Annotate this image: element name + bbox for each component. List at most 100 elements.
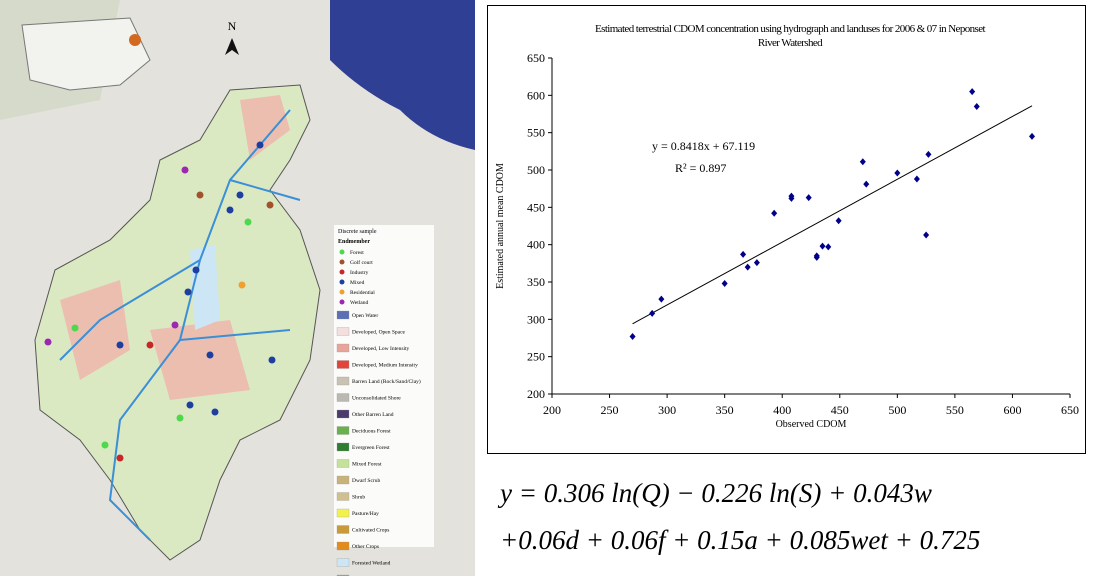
point [835, 217, 842, 225]
y-tick-label: 450 [527, 200, 545, 214]
annotation: R² = 0.897 [675, 161, 726, 175]
legend-dot [339, 299, 345, 305]
x-tick-label: 450 [831, 403, 849, 417]
legend-swatch [336, 376, 350, 386]
point [771, 209, 778, 217]
legend-dot [339, 279, 345, 285]
sample-point [211, 408, 219, 416]
legend-label: Residential [350, 290, 375, 296]
legend-swatch [336, 393, 350, 402]
sample-point [101, 441, 109, 449]
legend-label: Shrub [352, 495, 365, 501]
legend-swatch [336, 343, 350, 353]
point [629, 333, 636, 341]
point [863, 180, 870, 188]
legend-label: Developed, Open Space [352, 330, 406, 336]
sample-point [184, 288, 192, 296]
sample-point [116, 341, 124, 349]
point [753, 259, 760, 267]
sample-point [181, 166, 189, 174]
legend-label: Industry [350, 270, 369, 276]
chart-title: Estimated terrestrial CDOM concentration… [595, 23, 986, 49]
legend-subtitle: Endmember [338, 239, 370, 245]
sample-point [186, 401, 194, 409]
equation-line: y = 0.306 ln(Q) − 0.226 ln(S) + 0.043w [500, 478, 932, 508]
legend-swatch [336, 426, 350, 435]
trendline [632, 105, 1033, 325]
inset-watershed [129, 34, 141, 46]
sample-point [236, 191, 244, 199]
legend-swatch [336, 525, 350, 534]
map-legend: Discrete sample Endmember Forest Golf court… [334, 225, 434, 576]
legend-dot [339, 249, 345, 255]
legend-label: Developed, Medium Intensity [352, 363, 418, 369]
legend-dot [339, 269, 345, 275]
sample-point [176, 414, 184, 422]
sample-point [146, 341, 154, 349]
point [649, 309, 656, 317]
developed-area [60, 95, 290, 400]
wetland-area [190, 245, 220, 330]
legend-label: Wetland [350, 300, 368, 306]
legend-label: Other Crops [352, 544, 379, 550]
legend-label: Developed, Low Intensity [352, 346, 410, 352]
inset-state [21, 17, 151, 91]
point [925, 150, 932, 158]
legend-label: Deciduous Forest [352, 429, 391, 435]
sample-point [268, 356, 276, 364]
river [59, 109, 301, 541]
legend-swatch [336, 508, 350, 518]
point [894, 169, 901, 177]
equation-line: +0.06d + 0.06f + 0.15a + 0.085wet + 0.72… [500, 525, 981, 555]
north-label: N [228, 19, 237, 33]
point [721, 279, 728, 287]
sample-point [256, 141, 264, 149]
legend-swatch [336, 409, 350, 419]
legend-label: Other Barren Land [352, 412, 394, 418]
chart: 200 250 300 350 400 450 500 550 600 650 200 250 300 3… [487, 5, 1086, 454]
ocean [330, 0, 475, 150]
legend-label: Open Water [352, 313, 378, 319]
y-tick-label: 550 [527, 126, 545, 140]
x-tick-label: 650 [1061, 403, 1079, 417]
legend-swatch [336, 327, 350, 336]
point [969, 88, 976, 96]
legend-label: Cultivated Crops [352, 528, 389, 534]
legend-swatch [336, 475, 350, 485]
sample-point [196, 191, 204, 199]
y-tick-label: 350 [527, 275, 545, 289]
x-tick-label: 300 [658, 403, 676, 417]
legend-swatch [336, 360, 350, 369]
legend-swatch [336, 459, 350, 468]
x-tick-label: 600 [1003, 403, 1021, 417]
y-tick-label: 500 [527, 163, 545, 177]
legend-label: Mixed Forest [352, 462, 382, 468]
point [788, 194, 795, 202]
chart-frame [487, 5, 1086, 454]
x-tick-label: 500 [888, 403, 906, 417]
point [744, 263, 751, 271]
map: N Discrete sample Endmember Forest Golf cou… [0, 0, 475, 576]
point [658, 295, 665, 303]
legend-label: Evergreen Forest [352, 445, 390, 451]
legend-label: Pasture/Hay [352, 511, 379, 517]
x-axis-label: Observed CDOM [776, 419, 847, 430]
point [825, 243, 832, 251]
sample-point [206, 351, 214, 359]
x-tick-label: 250 [601, 403, 619, 417]
legend-swatch [336, 558, 350, 567]
sample-point [226, 206, 234, 214]
point [973, 103, 980, 111]
sample-point [71, 324, 79, 332]
watershed [34, 84, 321, 561]
y-tick-label: 650 [527, 51, 545, 65]
x-tick-label: 550 [946, 403, 964, 417]
sample-point [44, 338, 52, 346]
sample-point [244, 218, 252, 226]
legend-dot [339, 259, 345, 265]
legend-label: Mixed [350, 280, 365, 286]
y-tick-label: 250 [527, 350, 545, 364]
legend-swatch [336, 310, 350, 320]
legend-swatch [336, 442, 350, 452]
